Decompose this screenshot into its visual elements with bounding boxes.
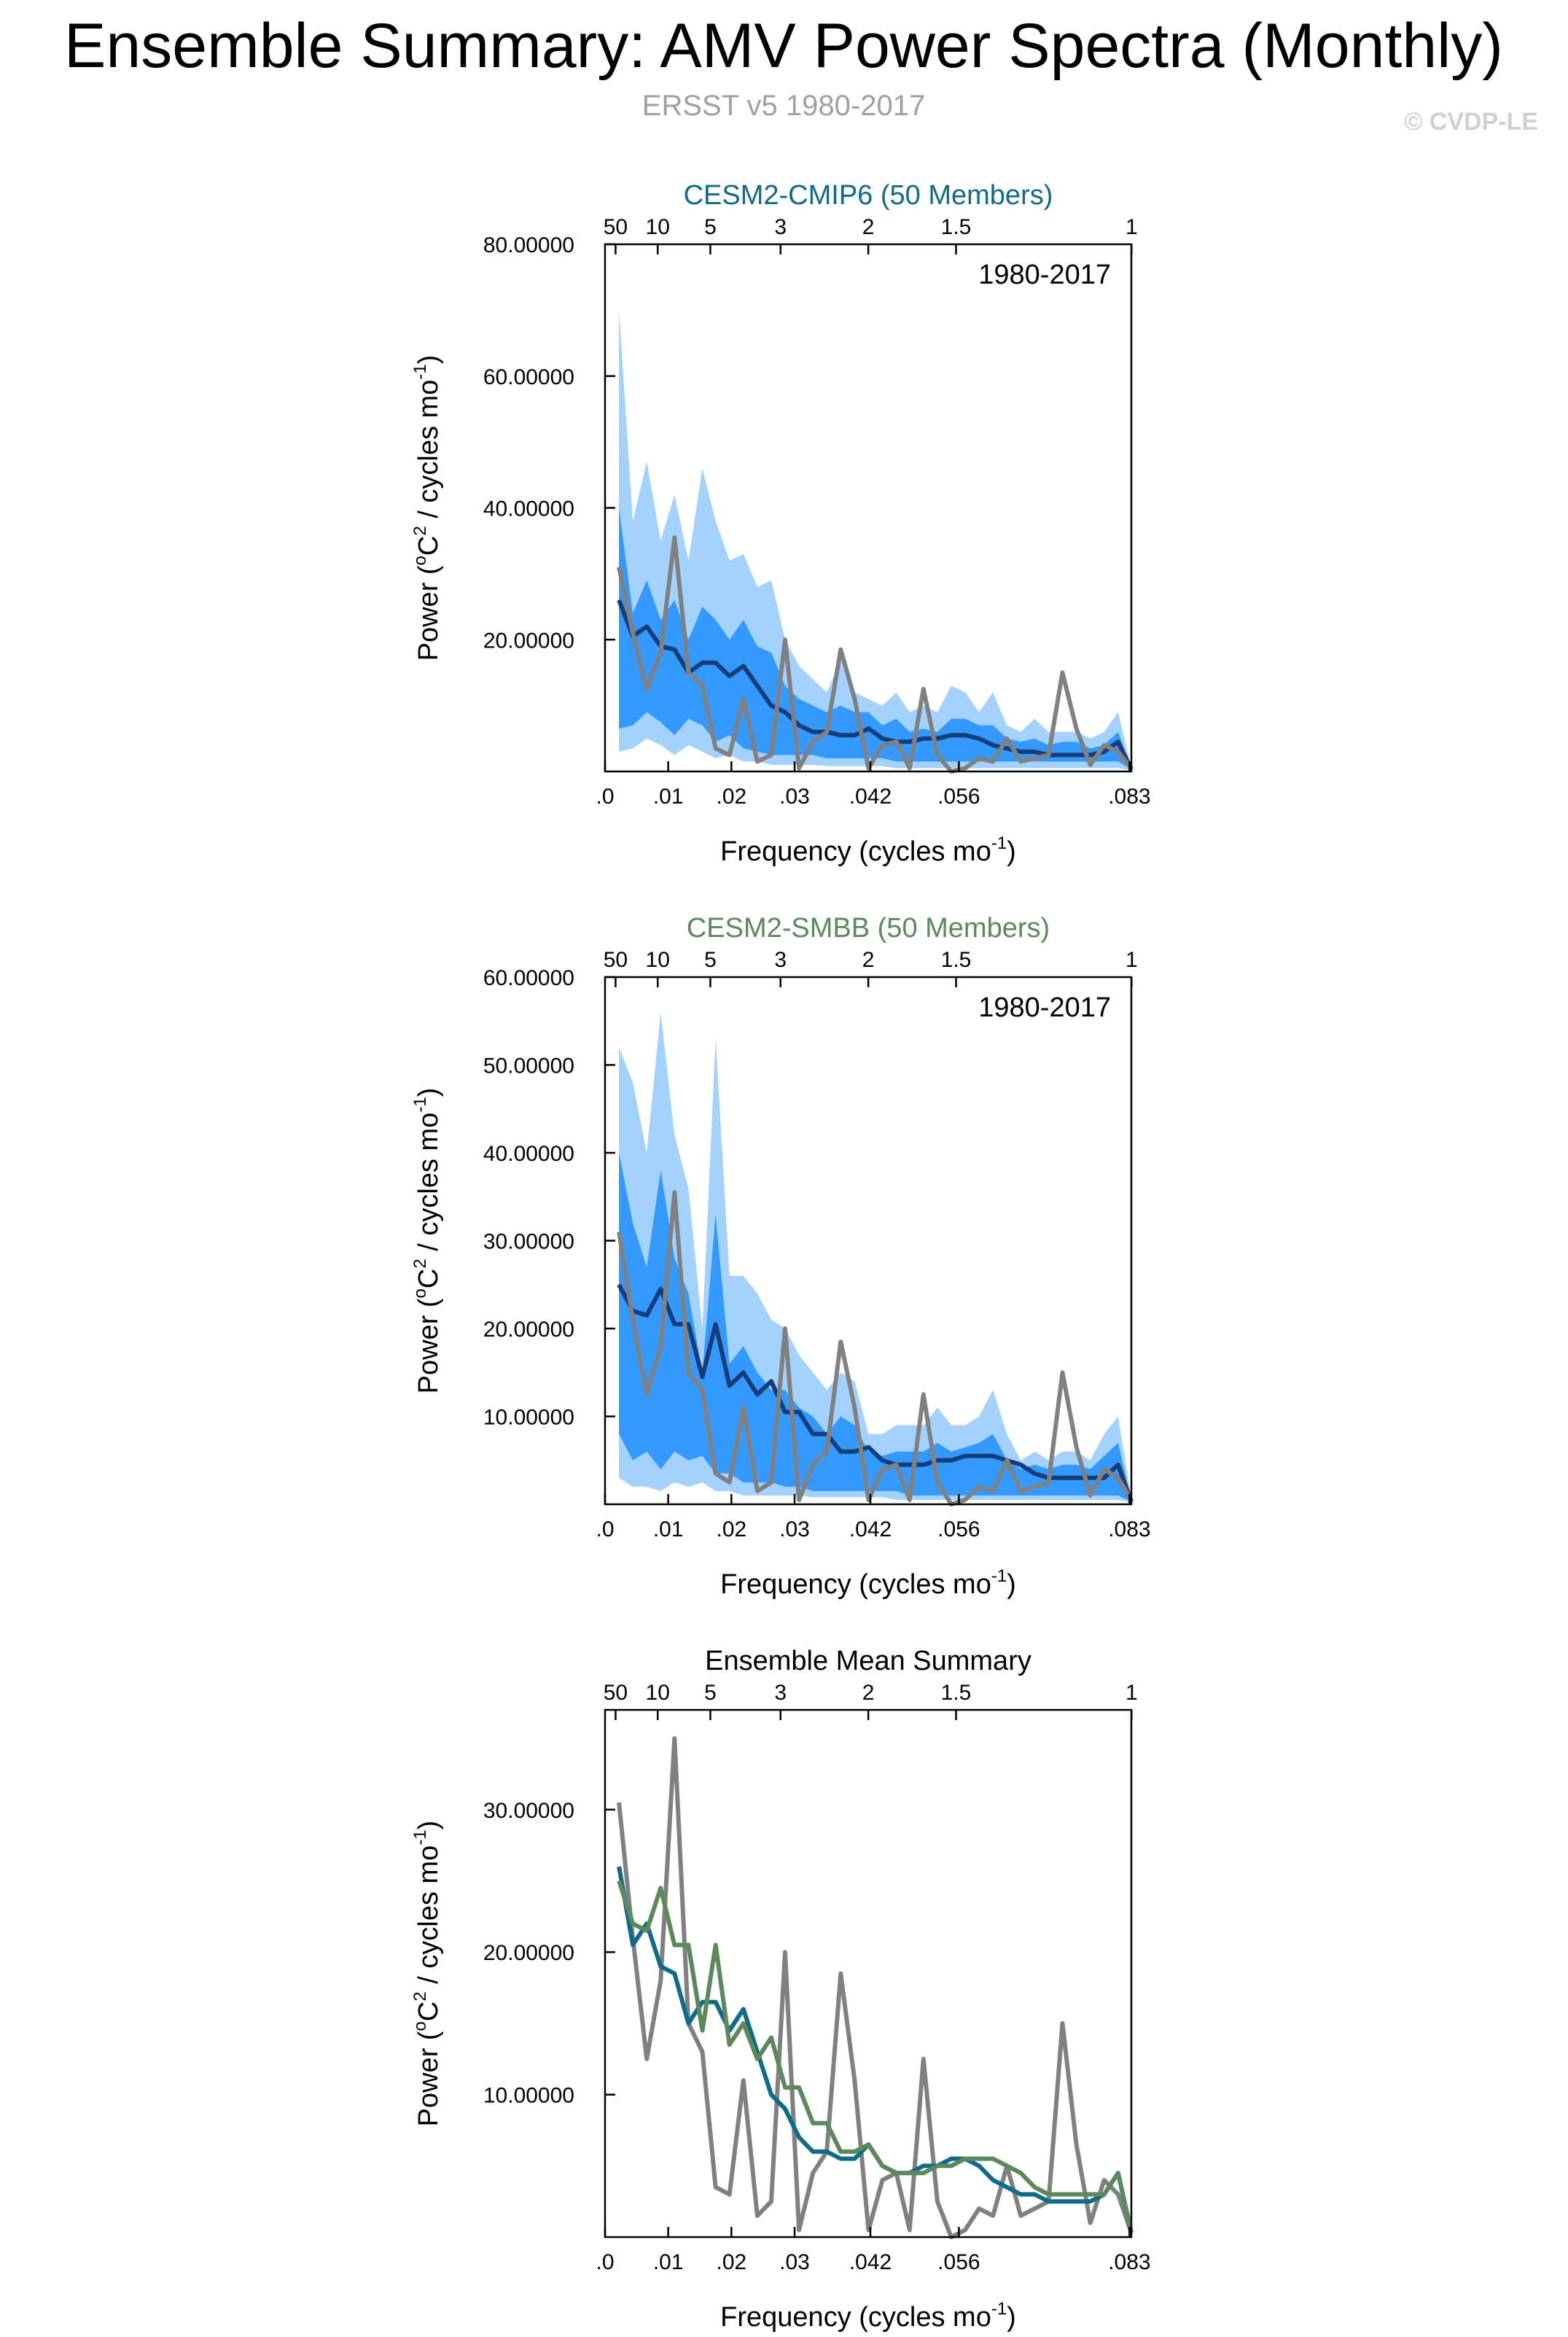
period-label: 3 — [774, 948, 787, 972]
period-label: 5 — [704, 1681, 717, 1705]
band-band_inner-1 — [619, 508, 1131, 770]
y-axis-label: Power (oC2 / cycles mo-1) — [410, 1088, 444, 1394]
x-axis-label: Frequency (cycles mo-1) — [720, 2299, 1016, 2333]
y-tick-label: 60.00000 — [483, 365, 574, 389]
x-tick-label: .056 — [937, 2250, 980, 2274]
period-label: 10 — [646, 1681, 670, 1705]
series-line-observed — [617, 1190, 1134, 1506]
y-tick-label: 30.00000 — [483, 1230, 574, 1254]
series-line-cmip6 — [617, 1866, 1134, 2233]
panel-title: Ensemble Mean Summary — [705, 1646, 1031, 1676]
x-tick-label: .01 — [653, 2250, 684, 2274]
period-label: 50 — [604, 948, 628, 972]
period-label: 1 — [1126, 948, 1138, 972]
y-axis-label: Power (oC2 / cycles mo-1) — [410, 355, 444, 661]
x-tick-label: .042 — [849, 785, 892, 809]
y-tick-label: 80.00000 — [483, 233, 574, 257]
x-tick-label: .083 — [1108, 1517, 1150, 1541]
x-tick-label: .0 — [596, 1517, 614, 1541]
panel-2: .0 .01 .02 .03 .042 .056 .083 50 10 5 3 2 1.5 1 10.000… — [410, 913, 1151, 1600]
period-label: 10 — [646, 215, 670, 239]
x-tick-label: .083 — [1108, 785, 1150, 809]
y-tick-label: 20.00000 — [483, 1318, 574, 1342]
panel-3: .0 .01 .02 .03 .042 .056 .083 50 10 5 3 2 1.5 1 10.000… — [410, 1646, 1151, 2333]
y-tick-label: 10.00000 — [483, 1406, 574, 1430]
y-axis-label: Power (oC2 / cycles mo-1) — [410, 1821, 444, 2127]
figure-title: Ensemble Summary: AMV Power Spectra (Mon… — [64, 11, 1503, 81]
series-line-observed — [617, 535, 1134, 774]
series-line-mean — [617, 1283, 1134, 1503]
x-axis-label: Frequency (cycles mo-1) — [720, 833, 1016, 867]
watermark: © CVDP-LE — [1404, 108, 1538, 136]
y-tick-label: 40.00000 — [483, 1142, 574, 1166]
period-label: 3 — [774, 215, 787, 239]
period-label: 10 — [646, 948, 670, 972]
panel-title: CESM2-SMBB (50 Members) — [687, 913, 1050, 944]
x-tick-label: .03 — [779, 785, 810, 809]
y-tick-label: 20.00000 — [483, 629, 574, 653]
period-label: 1 — [1126, 215, 1138, 239]
figure-subtitle: ERSST v5 1980-2017 — [642, 90, 925, 122]
x-tick-label: .056 — [937, 785, 980, 809]
x-tick-label: .02 — [716, 2250, 746, 2274]
period-annotation: 1980-2017 — [978, 992, 1111, 1023]
x-tick-label: .083 — [1108, 2250, 1150, 2274]
y-tick-label: 30.00000 — [483, 1799, 574, 1823]
x-tick-label: .03 — [779, 1517, 810, 1541]
x-tick-label: .02 — [716, 1517, 746, 1541]
panel-1: .0 .01 .02 .03 .042 .056 .083 50 10 5 3 2 1.5 1 20.000… — [410, 180, 1151, 867]
period-label: 2 — [862, 215, 875, 239]
panel-title: CESM2-CMIP6 (50 Members) — [684, 180, 1053, 211]
period-label: 5 — [704, 948, 717, 972]
period-label: 1.5 — [941, 215, 972, 239]
x-axis-label: Frequency (cycles mo-1) — [720, 1566, 1016, 1600]
x-tick-label: .03 — [779, 2250, 810, 2274]
x-tick-label: .056 — [937, 1517, 980, 1541]
x-tick-label: .0 — [596, 2250, 614, 2274]
period-label: 50 — [604, 1681, 628, 1705]
y-tick-label: 20.00000 — [483, 1941, 574, 1965]
period-annotation: 1980-2017 — [978, 260, 1111, 290]
series-line-smbb — [617, 1880, 1134, 2233]
y-tick-label: 10.00000 — [483, 2084, 574, 2108]
y-tick-label: 40.00000 — [483, 497, 574, 521]
period-label: 50 — [604, 215, 628, 239]
period-label: 2 — [862, 948, 875, 972]
period-label: 1 — [1126, 1681, 1138, 1705]
x-tick-label: .042 — [849, 2250, 892, 2274]
period-label: 3 — [774, 1681, 787, 1705]
x-tick-label: .01 — [653, 785, 684, 809]
x-tick-label: .01 — [653, 1517, 684, 1541]
period-label: 2 — [862, 1681, 875, 1705]
period-label: 1.5 — [941, 1681, 972, 1705]
y-tick-label: 60.00000 — [483, 966, 574, 990]
y-tick-label: 50.00000 — [483, 1054, 574, 1078]
x-tick-label: .0 — [596, 785, 614, 809]
period-label: 5 — [704, 215, 717, 239]
period-label: 1.5 — [941, 948, 972, 972]
x-tick-label: .042 — [849, 1517, 892, 1541]
band-band_outer_inner-2 — [619, 1153, 1131, 1502]
x-tick-label: .02 — [716, 785, 746, 809]
